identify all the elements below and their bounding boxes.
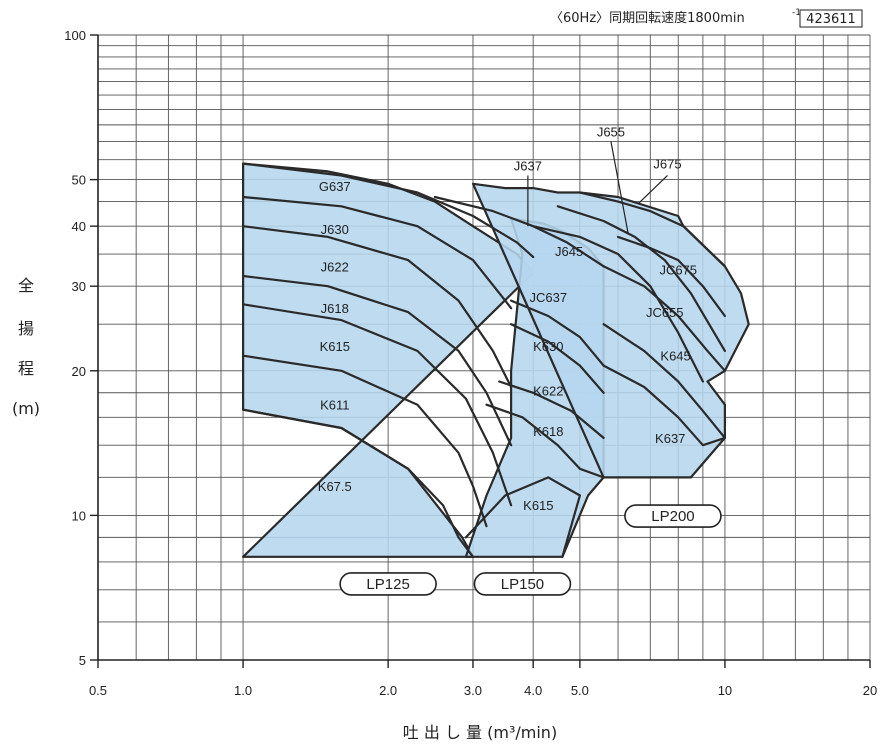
y-tick-label: 100 — [64, 28, 86, 43]
curve-label: J645 — [555, 244, 583, 259]
code-label: 423611 — [806, 12, 856, 27]
badge-lp200: LP200 — [651, 508, 694, 525]
badge-lp200-outline — [624, 504, 722, 528]
model-badges: LP125 LP150 LP200 — [339, 504, 722, 596]
plot-frame — [90, 34, 871, 668]
speed-note: 〈60Hz〉同期回転速度1800min — [550, 10, 745, 26]
y-tick-label: 5 — [79, 653, 86, 668]
x-tick-label: 20 — [863, 683, 877, 698]
speed-note-superscript: -1 — [792, 8, 801, 18]
curve-label: K622 — [533, 383, 563, 398]
curve-label: JC675 — [659, 262, 697, 277]
curve-labels: G637 J630 J622 J618 K615 K611 K67.5 J637 J655 J67… — [318, 124, 697, 513]
curve-k637 — [602, 364, 726, 447]
curve-label: JC655 — [646, 305, 684, 320]
x-tick-label: 2.0 — [379, 683, 397, 698]
curve-j622 — [242, 225, 513, 389]
curve-k645 — [602, 323, 726, 439]
y-tick-label: 20 — [72, 364, 86, 379]
curve-g637 — [242, 162, 535, 259]
curve-label: K615 — [320, 339, 350, 354]
curve-label: J630 — [321, 222, 349, 237]
curve-label: J622 — [321, 259, 349, 274]
curve-k622 — [498, 380, 605, 439]
curve-label: K611 — [320, 398, 349, 413]
y-tick-label: 50 — [72, 173, 86, 188]
x-tick-label: 3.0 — [464, 683, 482, 698]
y-axis-unit: (m) — [12, 399, 40, 418]
curve-j630 — [242, 195, 513, 310]
x-tick-labels: 0.5 1.0 2.0 3.0 4.0 5.0 10 20 — [89, 683, 877, 698]
curve-j675 — [578, 191, 726, 268]
pump-regions — [242, 162, 750, 558]
badge-lp125-outline — [339, 572, 437, 596]
curve-label: J637 — [514, 158, 542, 173]
y-tick-label: 40 — [72, 219, 86, 234]
x-axis-label: 吐 出 し 量 (m³/min) — [403, 723, 557, 742]
curve-k630 — [510, 323, 605, 394]
curve-jc637 — [510, 299, 605, 367]
curve-j645 — [532, 225, 704, 383]
curve-label: K618 — [533, 424, 563, 439]
curve-label: JC637 — [530, 290, 568, 305]
y-tick-label: 10 — [72, 508, 86, 523]
curve-label: K637 — [655, 431, 685, 446]
x-tick-label: 1.0 — [234, 683, 252, 698]
curve-j618 — [242, 274, 513, 447]
curve-k615 — [464, 476, 581, 558]
x-tick-label: 5.0 — [571, 683, 589, 698]
pump-curves — [242, 162, 726, 558]
curve-jc655 — [602, 265, 726, 372]
y-axis-label-char-1: 全 — [18, 276, 34, 295]
curve-label: J675 — [653, 157, 681, 172]
curve-label: G637 — [319, 179, 351, 194]
x-tick-label: 10 — [718, 683, 732, 698]
y-axis-label-char-3: 程 — [18, 359, 34, 378]
x-tick-label: 0.5 — [89, 683, 107, 698]
curve-label: J655 — [597, 124, 625, 139]
badge-lp125: LP125 — [366, 576, 409, 593]
x-tick-label: 4.0 — [524, 683, 542, 698]
curve-label: K630 — [533, 339, 563, 354]
y-tick-label: 30 — [72, 279, 86, 294]
curve-label: J618 — [321, 301, 349, 316]
curve-label: K615 — [523, 498, 553, 513]
y-tick-labels: 5 10 20 30 40 50 100 — [64, 28, 86, 668]
curve-k615 — [242, 303, 513, 507]
curve-k67-5 — [242, 408, 475, 558]
y-axis-label-char-2: 揚 — [18, 319, 34, 338]
grid-lines — [97, 34, 871, 661]
curve-label: K67.5 — [318, 479, 352, 494]
curve-k618 — [485, 403, 605, 479]
code-box — [799, 9, 863, 28]
badge-lp150: LP150 — [501, 576, 544, 593]
badge-lp150-outline — [473, 572, 572, 596]
curve-label: K645 — [660, 349, 690, 364]
curve-k611 — [242, 354, 488, 528]
curve-jc675 — [616, 235, 726, 318]
leader-line — [610, 141, 629, 235]
leader-line — [637, 175, 668, 205]
